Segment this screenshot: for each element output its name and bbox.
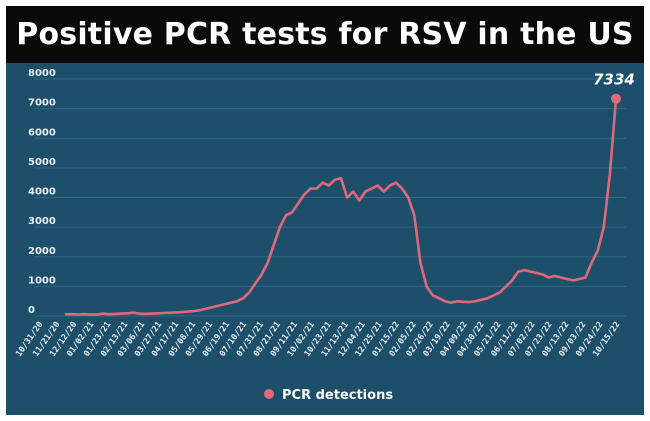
y-tick-label: 1000 bbox=[28, 275, 56, 286]
y-axis-ticks: 0 1000 2000 3000 4000 5000 6000 7000 8000 bbox=[28, 68, 56, 316]
chart-svg: 0 1000 2000 3000 4000 5000 6000 7000 8000 10/31/… bbox=[13, 68, 635, 403]
y-tick-label: 0 bbox=[28, 305, 35, 316]
y-tick-label: 3000 bbox=[28, 216, 56, 227]
y-tick-label: 4000 bbox=[28, 187, 56, 198]
legend-label: PCR detections bbox=[282, 388, 393, 403]
y-tick-label: 5000 bbox=[28, 157, 56, 168]
chart-frame: Positive PCR tests for RSV in the US 0 10… bbox=[6, 6, 644, 415]
y-tick-label: 8000 bbox=[28, 68, 56, 79]
x-axis-ticks: 10/31/2011/21/2012/12/2001/02/2101/23/21… bbox=[13, 319, 621, 358]
y-tick-label: 7000 bbox=[28, 98, 56, 109]
series-line-pcr-detections bbox=[64, 97, 618, 316]
end-point-marker bbox=[611, 93, 621, 104]
y-tick-label: 2000 bbox=[28, 246, 56, 257]
end-value-annotation: 7334 bbox=[593, 71, 635, 89]
grid-group bbox=[34, 78, 626, 317]
y-tick-label: 6000 bbox=[28, 127, 56, 138]
legend-marker bbox=[264, 389, 274, 399]
chart-title: Positive PCR tests for RSV in the US bbox=[16, 17, 634, 52]
title-bar: Positive PCR tests for RSV in the US bbox=[6, 6, 644, 63]
legend: PCR detections bbox=[264, 388, 393, 403]
